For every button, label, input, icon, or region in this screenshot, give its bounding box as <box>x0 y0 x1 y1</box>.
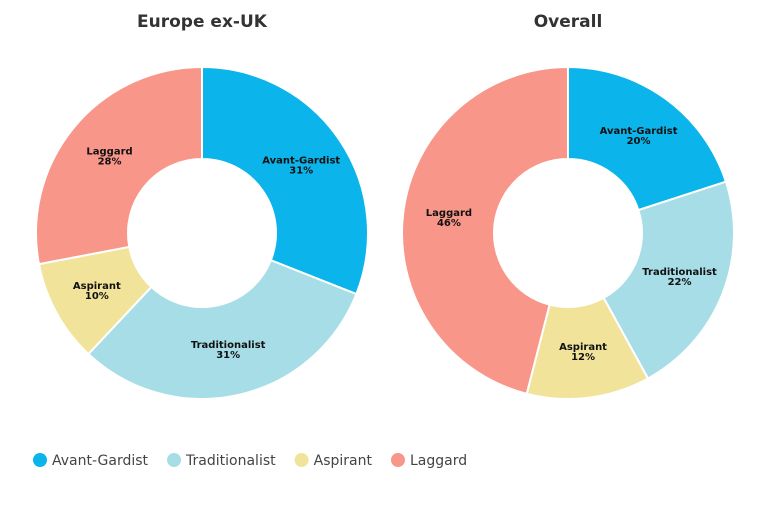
slice-value: 20% <box>627 136 651 147</box>
slice-value: 10% <box>85 291 109 302</box>
donut-slice <box>567 65 728 212</box>
slice-value: 12% <box>571 352 595 363</box>
slice-label: Avant-Gardist <box>262 156 340 167</box>
donut-slice <box>401 65 569 396</box>
slice-value: 28% <box>98 157 122 168</box>
slice-value: 31% <box>216 350 240 361</box>
legend-label: Laggard <box>410 453 467 469</box>
slice-label: Aspirant <box>73 281 121 292</box>
slice-label: Traditionalist <box>191 340 266 351</box>
legend-marker <box>167 453 182 467</box>
slice-label: Aspirant <box>559 342 607 353</box>
slice-label: Laggard <box>86 147 132 158</box>
legend-label: Aspirant <box>314 453 373 469</box>
slice-value: 31% <box>289 166 313 177</box>
slice-label: Avant-Gardist <box>600 126 678 137</box>
donut-slice <box>35 65 203 266</box>
slice-value: 46% <box>437 218 461 229</box>
donut-slice <box>86 258 358 400</box>
donut-slice <box>201 65 369 296</box>
legend-marker <box>390 453 405 467</box>
donut-slice <box>602 180 735 380</box>
legend-marker <box>33 453 47 467</box>
legend-label: Avant-Gardist <box>52 453 149 469</box>
legend-label: Traditionalist <box>185 453 276 469</box>
chart-title: Europe ex-UK <box>137 12 268 32</box>
chart-title: Overall <box>534 12 603 32</box>
slice-value: 22% <box>668 277 692 288</box>
slice-label: Laggard <box>426 208 472 219</box>
legend-marker <box>294 453 309 467</box>
slice-label: Traditionalist <box>642 267 717 278</box>
